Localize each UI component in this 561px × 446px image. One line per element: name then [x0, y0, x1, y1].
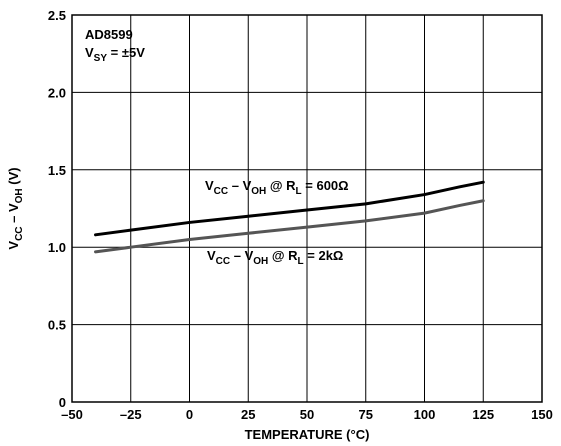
- y-title-mid: – V: [6, 203, 21, 226]
- s1-v1: V: [207, 248, 216, 263]
- series-line-0: [94, 180, 485, 237]
- y-tick-label: 0.5: [48, 318, 66, 333]
- series-label-600ohm: VCC – VOH @ RL = 600Ω: [205, 178, 349, 197]
- s0-tail: = 600Ω: [302, 178, 349, 193]
- s0-s2: OH: [251, 186, 266, 197]
- y-tick-label: 0: [59, 395, 66, 410]
- s1-tail: = 2kΩ: [304, 248, 344, 263]
- s1-at: @ R: [268, 248, 298, 263]
- plot-frame: [71, 14, 543, 403]
- s0-s1: CC: [214, 186, 228, 197]
- s0-mid: – V: [228, 178, 251, 193]
- s0-v1: V: [205, 178, 214, 193]
- series-line-1: [94, 199, 485, 254]
- y-tick-labels: 0 0.5 1.0 1.5 2.0 2.5: [48, 8, 66, 410]
- x-tick-labels: –50 –25 0 25 50 75 100 125 150: [61, 407, 553, 422]
- x-tick-label: 125: [472, 407, 494, 422]
- y-title-sub2: OH: [14, 188, 25, 203]
- supply-label: VSY = ±5V: [85, 45, 145, 64]
- x-tick-label: 100: [414, 407, 436, 422]
- x-tick-label: –50: [61, 407, 83, 422]
- supply-label-tail: = ±5V: [107, 45, 145, 60]
- x-tick-label: 75: [359, 407, 373, 422]
- y-tick-label: 1.5: [48, 163, 66, 178]
- s0-s3: L: [296, 186, 302, 197]
- supply-label-sub: SY: [94, 53, 108, 64]
- x-tick-label: –25: [120, 407, 142, 422]
- y-tick-label: 2.5: [48, 8, 66, 23]
- series-label-2kohm: VCC – VOH @ RL = 2kΩ: [207, 248, 343, 267]
- y-title-tail: (V): [6, 167, 21, 188]
- x-axis-title: TEMPERATURE (°C): [245, 427, 370, 442]
- y-axis-title: VCC – VOH (V): [6, 167, 25, 249]
- y-title-sub1: CC: [14, 226, 25, 240]
- y-title-main: V: [6, 241, 21, 250]
- s1-s1: CC: [216, 256, 230, 267]
- supply-label-main: V: [85, 45, 94, 60]
- s0-at: @ R: [266, 178, 296, 193]
- s1-s3: L: [298, 256, 304, 267]
- x-tick-label: 150: [531, 407, 553, 422]
- x-tick-label: 50: [300, 407, 314, 422]
- y-tick-label: 2.0: [48, 85, 66, 100]
- s1-mid: – V: [230, 248, 253, 263]
- s1-s2: OH: [253, 256, 268, 267]
- series-group: [94, 180, 485, 254]
- x-tick-label: 0: [186, 407, 193, 422]
- y-tick-label: 1.0: [48, 240, 66, 255]
- x-tick-label: 25: [241, 407, 255, 422]
- grid: [72, 15, 542, 402]
- device-label: AD8599: [85, 27, 133, 42]
